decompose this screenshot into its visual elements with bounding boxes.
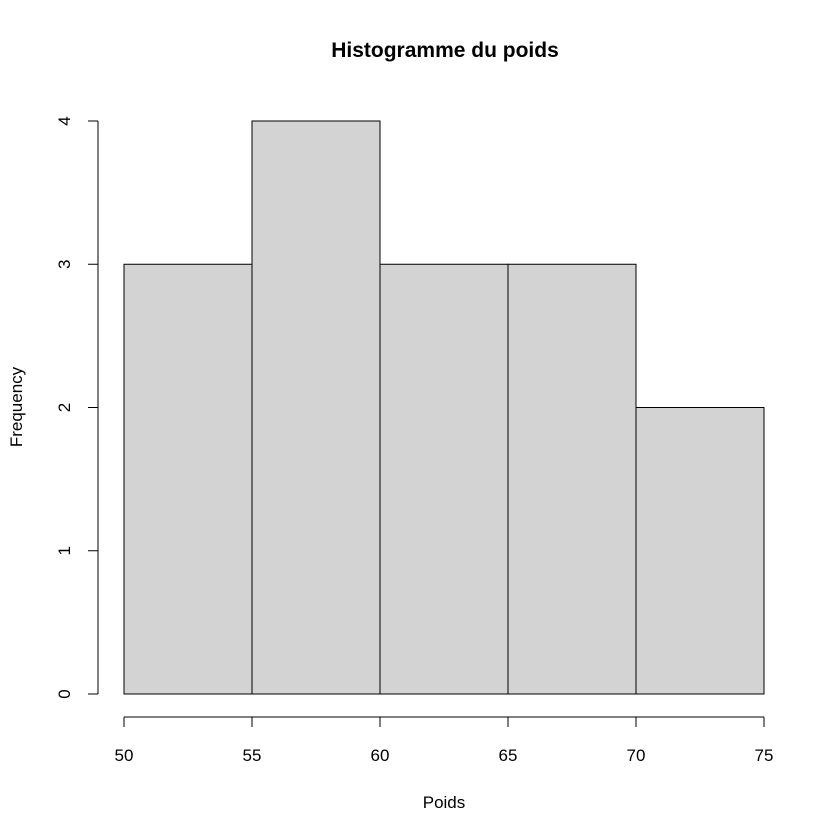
histogram-bar-5 [635,407,765,695]
x-axis: 50 55 60 65 70 75 [115,716,774,765]
chart-title: Histogramme du poids [331,39,559,62]
histogram-bars [123,120,765,695]
y-tick-label: 1 [55,546,74,555]
y-axis-label: Frequency [7,366,26,447]
histogram-bar-1 [123,263,253,695]
histogram-bar-4 [507,263,637,695]
x-tick-label: 75 [755,746,774,765]
x-tick-label: 70 [627,746,646,765]
y-axis: 0 1 2 3 4 [55,116,99,699]
histogram-bar-3 [379,263,509,695]
x-tick-label: 60 [371,746,390,765]
y-tick-label: 0 [55,689,74,698]
x-tick-label: 50 [115,746,134,765]
x-tick-label: 65 [499,746,518,765]
y-tick-label: 3 [55,260,74,269]
y-tick-label: 4 [55,116,74,125]
y-tick-label: 2 [55,403,74,412]
histogram-bar-2 [251,120,381,695]
x-axis-label: Poids [423,793,466,812]
x-tick-label: 55 [243,746,262,765]
